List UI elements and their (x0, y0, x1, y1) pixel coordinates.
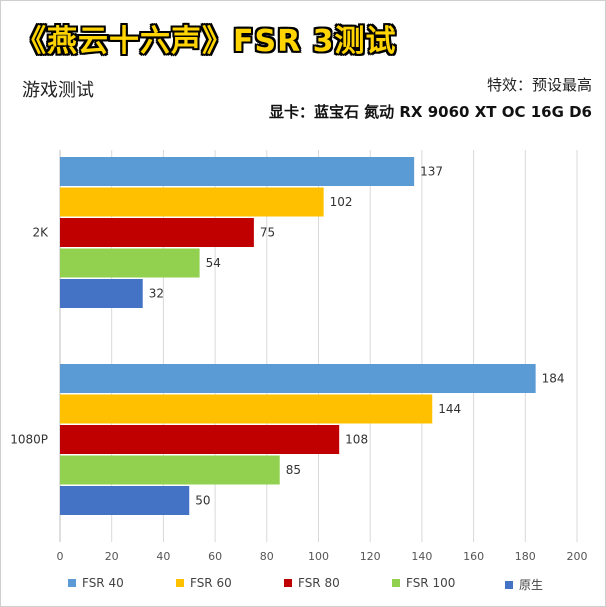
x-tick-label: 120 (360, 550, 381, 563)
bar (60, 455, 280, 485)
bar (60, 248, 200, 278)
bar (60, 187, 324, 217)
x-tick-label: 20 (105, 550, 119, 563)
x-tick-label: 60 (208, 550, 222, 563)
legend-item: FSR 100 (392, 576, 455, 590)
bar (60, 218, 254, 247)
legend-swatch (68, 579, 76, 587)
data-label: 75 (260, 226, 275, 240)
bar (60, 486, 190, 515)
legend-item: 原生 (505, 576, 543, 593)
legend-label: FSR 60 (190, 576, 232, 590)
x-tick-label: 0 (57, 550, 64, 563)
legend-label: FSR 100 (406, 576, 456, 590)
x-tick-label: 80 (260, 550, 274, 563)
data-label: 184 (542, 372, 565, 386)
x-tick-label: 160 (463, 550, 484, 563)
data-label: 144 (438, 402, 461, 416)
legend-item: FSR 40 (68, 576, 124, 590)
section-label: 游戏测试 (22, 80, 94, 101)
chart-title: 《燕云十六声》FSR 3测试 (16, 24, 397, 59)
bar (60, 157, 415, 186)
bar (60, 425, 340, 454)
legend-swatch (176, 579, 184, 587)
legend-item: FSR 60 (176, 576, 232, 590)
x-tick-label: 100 (308, 550, 329, 563)
x-tick-label: 40 (156, 550, 170, 563)
gpu-label: 显卡：蓝宝石 氮动 RX 9060 XT OC 16G D6 (268, 103, 592, 121)
data-label: 32 (149, 287, 164, 301)
legend-swatch (392, 579, 400, 587)
category-label: 2K (32, 225, 49, 239)
bar (60, 394, 433, 424)
x-tick-label: 200 (567, 550, 588, 563)
data-label: 50 (195, 494, 210, 508)
settings-label: 特效：预设最高 (486, 76, 592, 94)
legend-label: 原生 (519, 578, 544, 592)
legend-swatch (505, 581, 513, 589)
bar (60, 364, 536, 393)
bar (60, 279, 143, 308)
legend-label: FSR 40 (82, 576, 124, 590)
data-label: 54 (206, 256, 221, 270)
x-tick-label: 140 (411, 550, 432, 563)
legend-item: FSR 80 (284, 576, 340, 590)
legend-swatch (284, 579, 292, 587)
legend-label: FSR 80 (298, 576, 340, 590)
data-label: 85 (286, 463, 301, 477)
x-tick-label: 180 (515, 550, 536, 563)
data-label: 137 (420, 165, 443, 179)
category-label: 1080P (10, 432, 48, 446)
data-label: 108 (345, 433, 368, 447)
data-label: 102 (330, 195, 353, 209)
